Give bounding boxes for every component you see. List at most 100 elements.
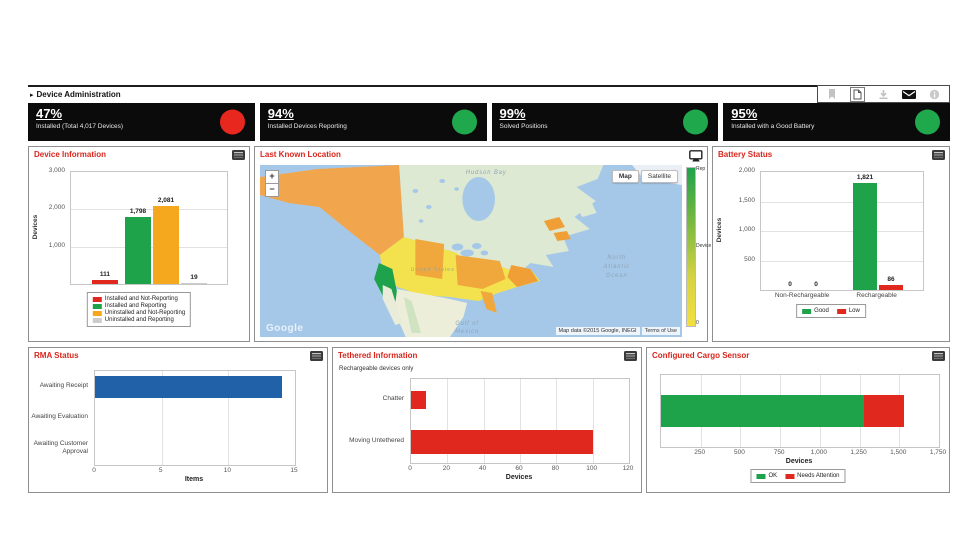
y-tick-label: 1,500	[738, 196, 755, 204]
map-label-gulf-2: Mexico	[455, 329, 479, 335]
x-tick-label: 500	[733, 449, 745, 456]
tethered-information-chart: Rechargeable devices only 0 20 40 60 80 100 120…	[334, 364, 640, 491]
kpi-tile[interactable]: 47% Installed (Total 4,017 Devices)	[28, 103, 255, 141]
gridline	[761, 201, 923, 203]
y-tick-label: 500	[744, 255, 755, 263]
x-tick-label: 1,000	[810, 449, 827, 456]
plot-area	[410, 378, 630, 464]
bar-3[interactable]	[181, 283, 207, 284]
segment-OK[interactable]	[661, 395, 864, 427]
legend-label: Low	[848, 308, 860, 314]
y-tick-label: 2,000	[48, 204, 65, 212]
kpi-row: 47% Installed (Total 4,017 Devices) 94% Ins…	[28, 103, 950, 141]
map-label-gulf-1: Gulf of	[455, 321, 479, 327]
panel-title: RMA Status	[34, 351, 79, 360]
legend-swatch	[836, 308, 846, 314]
x-tick-label: 0	[92, 467, 96, 474]
bar-Rechargeable-Good[interactable]	[853, 183, 877, 290]
bar-2[interactable]	[153, 206, 179, 284]
kpi-percent-link[interactable]: 47%	[36, 106, 63, 121]
download-icon[interactable]	[878, 89, 889, 100]
bar-0[interactable]	[411, 391, 426, 409]
terms-of-use-link[interactable]: Terms of Use	[641, 327, 680, 335]
legend-item: Uninstalled and Not-Reporting	[92, 310, 186, 316]
configured-cargo-sensor-chart: 250 500 750 1,000 1,250 1,500 1,750 Devices OK Ne…	[648, 364, 948, 491]
legend-swatch	[92, 303, 102, 309]
bar-value-label: 1,798	[129, 208, 147, 215]
gridline	[556, 379, 558, 463]
zoom-in-button[interactable]: +	[265, 170, 279, 184]
choropleth-map: Hudson Bay United States North Atlantic …	[260, 165, 682, 337]
device-information-chart: 111 1,798 2,081 19 1,000 2,000 3,000 Devices Ins…	[30, 163, 248, 340]
info-icon[interactable]	[929, 89, 940, 100]
legend-swatch	[802, 308, 812, 314]
legend-item: OK	[756, 473, 777, 479]
kpi-status-circle	[219, 109, 245, 135]
kpi-percent-link[interactable]: 99%	[499, 106, 526, 121]
document-icon[interactable]	[850, 86, 865, 102]
map-label-hudson-bay: Hudson Bay	[466, 170, 507, 176]
panel-menu-icon[interactable]	[232, 150, 245, 160]
panel-title: Tethered Information	[338, 351, 418, 360]
map-canvas[interactable]: Hudson Bay United States North Atlantic …	[260, 165, 682, 337]
map-label-ocean-1: North	[607, 255, 626, 261]
monitor-icon[interactable]	[689, 150, 703, 162]
kpi-percent-link[interactable]: 94%	[267, 106, 294, 121]
legend-label: Good	[814, 308, 829, 314]
plot-area: 0 0 1,821 86	[760, 171, 924, 291]
gridline	[161, 371, 163, 465]
toolbar	[817, 85, 950, 103]
kpi-tile[interactable]: 99% Solved Positions	[491, 103, 719, 141]
bar-0[interactable]	[92, 280, 118, 284]
bar-1[interactable]	[125, 217, 151, 284]
legend-swatch	[92, 317, 102, 323]
kpi-label: Solved Positions	[499, 123, 548, 130]
x-tick-label: 1,500	[890, 449, 907, 456]
map-panel-body: Hudson Bay United States North Atlantic …	[256, 163, 711, 340]
segment-Needs Attention[interactable]	[864, 395, 904, 427]
panel-menu-icon[interactable]	[932, 351, 945, 361]
panel-menu-icon[interactable]	[932, 150, 945, 160]
envelope-icon[interactable]	[902, 89, 916, 99]
x-tick-label: 1,250	[850, 449, 867, 456]
density-scale-gradient	[686, 167, 696, 327]
bar-value-label: 86	[887, 276, 895, 283]
panel-configured-cargo-sensor: Configured Cargo Sensor 250 500 750 1,000 1,…	[646, 347, 950, 493]
x-tick-label: 750	[773, 449, 785, 456]
legend-label: Uninstalled and Reporting	[104, 317, 174, 323]
kpi-tile[interactable]: 95% Installed with a Good Battery	[723, 103, 950, 141]
y-category-label: Awaiting Receipt	[39, 381, 88, 389]
kpi-tile[interactable]: 94% Installed Devices Reporting	[259, 103, 487, 141]
legend-box: OK Needs Attention	[750, 469, 846, 483]
bar-1[interactable]	[411, 430, 593, 454]
plot-area	[660, 374, 940, 448]
bar-value-label: 0	[788, 281, 792, 288]
gridline	[71, 209, 227, 211]
page-title[interactable]: ▸ Device Administration	[28, 87, 950, 99]
kpi-percent-link[interactable]: 95%	[731, 106, 758, 121]
satellite-view-button[interactable]: Satellite	[640, 170, 678, 183]
legend-label: Uninstalled and Not-Reporting	[104, 310, 186, 316]
legend-label: OK	[768, 473, 778, 479]
bar-Rechargeable-Low[interactable]	[879, 285, 903, 290]
legend-item: Good	[802, 308, 829, 314]
zoom-out-button[interactable]: −	[265, 183, 279, 197]
panel-row-bottom: RMA Status 0 5 10 15 Awaiting Receipt Awaitin…	[28, 347, 950, 493]
bar-0[interactable]	[95, 376, 282, 398]
panel-menu-icon[interactable]	[310, 351, 323, 361]
bar-value-label: 2,081	[157, 197, 175, 204]
map-view-button[interactable]: Map	[611, 170, 639, 183]
plot-area	[94, 370, 296, 466]
legend-box: Good Low	[796, 304, 866, 318]
panel-title: Last Known Location	[260, 150, 341, 159]
legend-label: Installed and Reporting	[104, 303, 167, 309]
panel-battery-status: Battery Status 0 0 1,821 86 500 1,000 1,500 2,0…	[712, 146, 950, 342]
scale-middle-label: Device	[696, 243, 712, 249]
bookmark-icon[interactable]	[827, 88, 837, 100]
dashboard-header: ▸ Device Administration	[28, 85, 950, 103]
panel-title: Battery Status	[718, 150, 773, 159]
kpi-label: Installed with a Good Battery	[731, 123, 815, 130]
panel-menu-icon[interactable]	[624, 351, 637, 361]
google-logo: Google	[266, 323, 304, 334]
bar-value-label: 1,821	[856, 174, 874, 181]
